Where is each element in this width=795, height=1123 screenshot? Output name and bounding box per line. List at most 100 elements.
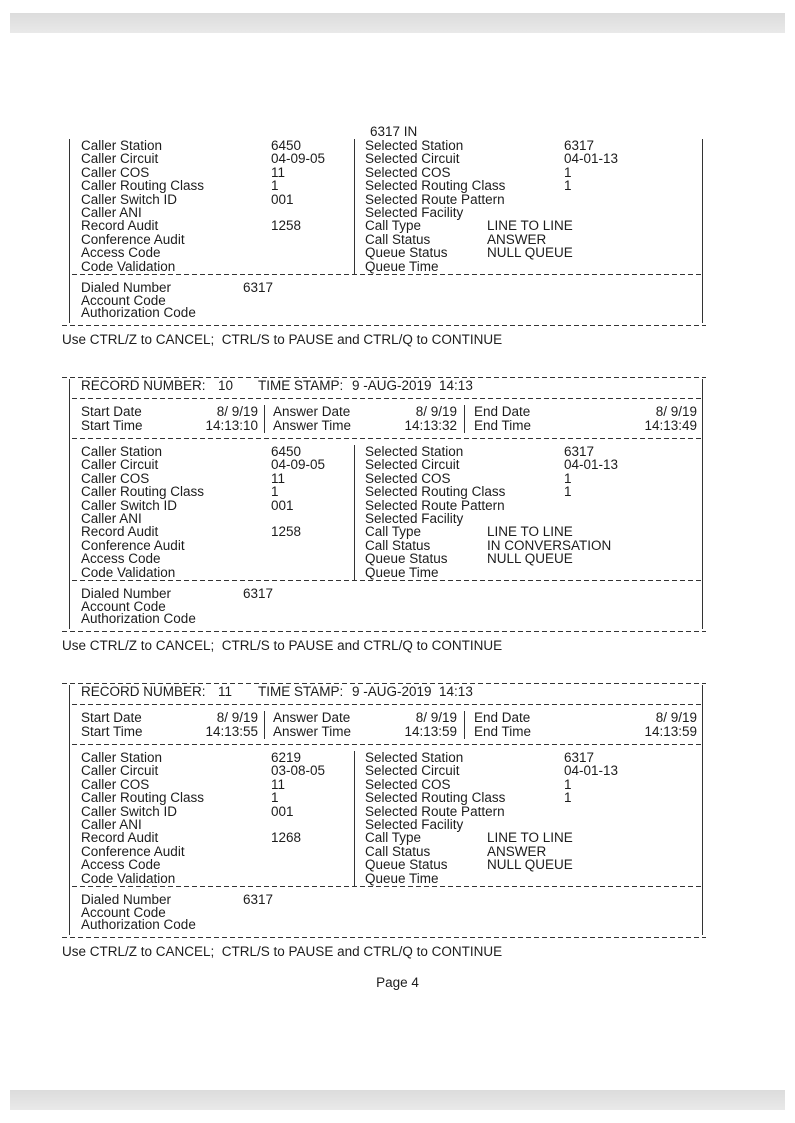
caller-field-label: Caller Switch ID — [81, 497, 178, 513]
column-divider — [354, 445, 355, 580]
start-time-value: 14:13:10 — [205, 418, 258, 433]
caller-field-value: 1268 — [271, 830, 302, 846]
dialed-number-label: Dialed Number — [81, 280, 172, 295]
selected-field-value: 04-01-13 — [564, 763, 619, 779]
selected-field-label: Selected COS — [365, 470, 451, 486]
selected-field-value: 04-01-13 — [564, 457, 619, 473]
selected-field-value: ANSWER — [487, 843, 547, 859]
selected-field-label: Queue Status — [365, 551, 448, 567]
selected-field-label: Selected Station — [365, 138, 464, 153]
caller-field-value: 11 — [271, 470, 286, 486]
answer-time-label: Answer Time — [273, 724, 352, 739]
caller-field-label: Code Validation — [81, 564, 176, 580]
column-divider — [354, 751, 355, 886]
caller-field-label: Access Code — [81, 551, 161, 567]
caller-field-value: 1258 — [271, 524, 302, 540]
caller-field-label: Caller Circuit — [81, 457, 159, 473]
dashed-separator — [72, 886, 702, 887]
selected-field-value: 6317 — [564, 138, 595, 153]
selected-field-value: NULL QUEUE — [487, 551, 573, 567]
caller-field-label: Access Code — [81, 857, 161, 873]
selected-field-label: Call Status — [365, 537, 431, 553]
record-bottom-separator — [62, 325, 706, 326]
dialed-number-value: 6317 — [243, 280, 274, 295]
caller-field-label: Caller Station — [81, 750, 163, 765]
answer-time-value: 14:13:32 — [404, 418, 457, 433]
caller-field-label: Code Validation — [81, 258, 176, 274]
selected-field-label: Selected Facility — [365, 511, 464, 526]
caller-field-label: Access Code — [81, 245, 161, 261]
selected-field-label: Queue Time — [365, 258, 439, 274]
caller-field-value: 04-09-05 — [271, 151, 326, 167]
control-hint: Use CTRL/Z to CANCEL; CTRL/S to PAUSE an… — [62, 944, 503, 959]
selected-field-value: LINE TO LINE — [487, 218, 573, 234]
caller-field-value: 001 — [271, 191, 294, 207]
selected-field-label: Call Status — [365, 843, 431, 859]
answer-date-value: 8/ 9/19 — [415, 710, 457, 725]
record-top-separator — [62, 683, 706, 684]
caller-field-label: Caller COS — [81, 776, 150, 792]
start-date-value: 8/ 9/19 — [216, 404, 258, 419]
continued-header-text: 6317 IN — [370, 124, 418, 139]
selected-field-label: Selected Station — [365, 444, 464, 459]
caller-field-label: Caller Switch ID — [81, 191, 178, 207]
caller-field-value: 11 — [271, 776, 286, 792]
record-top-separator — [62, 377, 706, 378]
dialed-number-value: 6317 — [243, 892, 274, 907]
selected-field-value: 6317 — [564, 444, 595, 459]
date-column-divider — [264, 405, 265, 433]
caller-field-label: Caller Routing Class — [81, 484, 205, 500]
left-border — [69, 139, 70, 323]
selected-field-label: Queue Time — [365, 564, 439, 580]
caller-field-label: Caller COS — [81, 470, 150, 486]
answer-date-label: Answer Date — [273, 710, 351, 725]
selected-field-value: LINE TO LINE — [487, 830, 573, 846]
start-date-value: 8/ 9/19 — [216, 710, 258, 725]
selected-field-value: LINE TO LINE — [487, 524, 573, 540]
caller-field-label: Code Validation — [81, 870, 176, 886]
caller-field-value: 1 — [271, 790, 279, 806]
caller-field-value: 001 — [271, 497, 294, 513]
selected-field-label: Queue Status — [365, 245, 448, 261]
account-code-label: Account Code — [81, 905, 166, 920]
selected-field-label: Selected Routing Class — [365, 178, 506, 194]
record-bottom-separator — [62, 631, 706, 632]
caller-field-label: Caller Station — [81, 138, 163, 153]
selected-field-value: 1 — [564, 776, 572, 792]
caller-field-label: Record Audit — [81, 524, 159, 540]
left-border — [69, 685, 70, 935]
answer-date-value: 8/ 9/19 — [415, 404, 457, 419]
caller-field-label: Record Audit — [81, 218, 159, 234]
end-date-label: End Date — [474, 404, 531, 419]
record-bottom-separator — [62, 937, 706, 938]
dashed-separator — [72, 704, 702, 705]
caller-field-value: 11 — [271, 164, 286, 180]
control-hint: Use CTRL/Z to CANCEL; CTRL/S to PAUSE an… — [62, 332, 503, 347]
selected-field-label: Selected Circuit — [365, 151, 460, 167]
caller-field-value: 03-08-05 — [271, 763, 326, 779]
caller-field-value: 1 — [271, 178, 279, 194]
time-stamp-value: 9 -AUG-2019 14:13 — [352, 378, 473, 393]
selected-field-label: Queue Status — [365, 857, 448, 873]
left-border — [69, 379, 70, 629]
caller-field-label: Caller Circuit — [81, 763, 159, 779]
caller-field-value: 6219 — [271, 750, 302, 765]
selected-field-value: 1 — [564, 790, 572, 806]
selected-field-label: Selected Station — [365, 750, 464, 765]
selected-field-label: Selected Route Pattern — [365, 497, 505, 513]
date-column-divider — [464, 711, 465, 739]
record-number-label: RECORD NUMBER: — [81, 684, 206, 699]
authorization-code-label: Authorization Code — [81, 917, 196, 932]
account-code-label: Account Code — [81, 293, 166, 308]
selected-field-value: 1 — [564, 178, 572, 194]
record-number-label: RECORD NUMBER: — [81, 378, 206, 393]
caller-field-label: Caller Station — [81, 444, 163, 459]
caller-field-label: Caller ANI — [81, 817, 142, 832]
end-time-label: End Time — [474, 724, 532, 739]
page-number: Page 4 — [376, 975, 419, 990]
caller-field-label: Caller Switch ID — [81, 803, 178, 819]
authorization-code-label: Authorization Code — [81, 305, 196, 320]
caller-field-value: 6450 — [271, 444, 302, 459]
end-time-label: End Time — [474, 418, 532, 433]
selected-field-label: Selected Facility — [365, 817, 464, 832]
